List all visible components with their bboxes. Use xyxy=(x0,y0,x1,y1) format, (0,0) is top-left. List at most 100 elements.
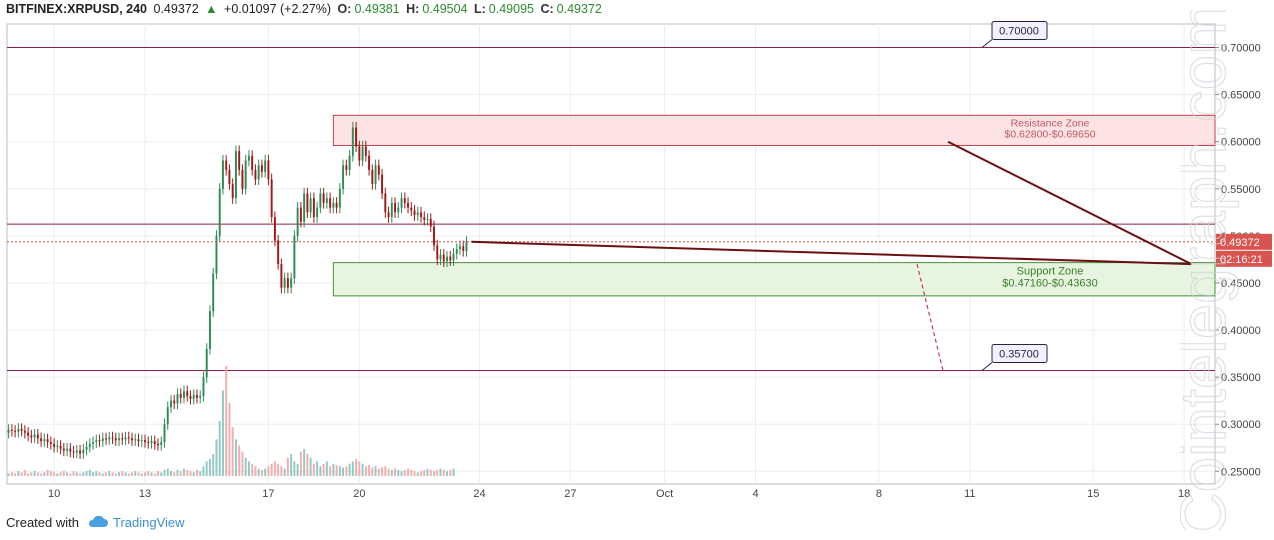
volume-bar xyxy=(264,468,267,476)
volume-bar xyxy=(59,472,62,476)
volume-bar xyxy=(390,469,393,476)
volume-bar xyxy=(221,390,224,476)
volume-bar xyxy=(381,467,384,476)
y-tick-label: 0.70000 xyxy=(1221,43,1261,55)
x-tick-label: 8 xyxy=(876,488,882,500)
candle-body xyxy=(351,127,354,156)
tradingview-link[interactable]: TradingView xyxy=(87,515,185,530)
candle-body xyxy=(147,442,150,444)
volume-bar xyxy=(218,421,221,476)
volume-bar xyxy=(387,468,390,476)
volume-bar xyxy=(176,469,179,476)
volume-bar xyxy=(322,463,325,476)
candle-body xyxy=(108,437,111,440)
candle-body xyxy=(98,440,101,442)
candle-body xyxy=(442,254,445,262)
candle-body xyxy=(264,160,267,172)
candle-body xyxy=(215,235,218,274)
candle-body xyxy=(23,430,26,433)
volume-bar xyxy=(394,468,397,476)
target-label-box xyxy=(991,344,1048,364)
volume-bar xyxy=(312,463,315,476)
y-tick-label: 0.30000 xyxy=(1221,419,1261,431)
candle-body xyxy=(371,169,374,185)
candle-body xyxy=(176,394,179,404)
candle-body xyxy=(56,445,59,447)
candle-body xyxy=(384,193,387,213)
candle-body xyxy=(446,256,448,262)
candle-body xyxy=(374,165,377,185)
candle-body xyxy=(238,151,241,170)
volume-bar xyxy=(251,463,254,476)
volume-bar xyxy=(384,466,387,476)
candle-body xyxy=(332,202,335,208)
candle-body xyxy=(27,432,30,436)
target-label: 0.35700 xyxy=(999,349,1039,361)
candle-body xyxy=(345,165,348,170)
volume-bar xyxy=(225,366,228,476)
candle-body xyxy=(455,249,458,254)
support-zone xyxy=(332,262,1216,297)
volume-bar xyxy=(105,472,108,476)
candle-body xyxy=(205,348,208,378)
volume-bar xyxy=(374,466,377,476)
candle-body xyxy=(62,448,65,451)
volume-bar xyxy=(173,472,176,476)
candle-body xyxy=(40,438,43,442)
candle-body xyxy=(72,451,75,453)
resistance-zone xyxy=(332,114,1216,146)
volume-bar xyxy=(43,472,46,476)
volume-bar xyxy=(368,465,371,476)
volume-bar xyxy=(319,466,322,476)
candle-body xyxy=(231,184,234,199)
volume-bar xyxy=(98,472,101,476)
candle-body xyxy=(420,212,423,218)
price-chart[interactable]: 0.250000.300000.350000.400000.450000.500… xyxy=(0,0,1274,510)
candle-body xyxy=(241,169,244,189)
candle-body xyxy=(260,165,263,172)
x-tick-label: 15 xyxy=(1087,488,1099,500)
candle-body xyxy=(286,278,289,288)
volume-bar xyxy=(36,472,39,476)
volume-bar xyxy=(283,468,286,476)
volume-bar xyxy=(208,458,211,476)
x-tick-label: 24 xyxy=(473,488,485,500)
high-label: H: xyxy=(406,2,420,16)
candle-body xyxy=(335,202,338,208)
close-value: 0.49372 xyxy=(556,2,602,16)
candle-body xyxy=(144,440,146,443)
candle-body xyxy=(355,127,358,147)
candle-body xyxy=(163,424,166,443)
volume-bar xyxy=(260,469,263,476)
y-tick-label: 0.65000 xyxy=(1221,90,1261,102)
volume-bar xyxy=(10,472,13,476)
volume-bar xyxy=(150,472,153,476)
volume-bar xyxy=(192,472,195,476)
candle-body xyxy=(429,218,432,227)
candle-body xyxy=(14,430,17,432)
resistance-zone-label: Resistance Zone xyxy=(1011,117,1090,129)
tradingview-cloud-icon xyxy=(88,515,108,527)
candle-body xyxy=(199,395,202,398)
candle-body xyxy=(257,165,260,180)
volume-bar xyxy=(75,472,78,476)
volume-bar xyxy=(69,473,72,476)
candle-body xyxy=(397,207,400,213)
plot-area xyxy=(6,23,1216,485)
chart-header: BITFINEX:XRPUSD, 240 0.49372 ▲ +0.01097 … xyxy=(6,2,605,20)
candle-body xyxy=(303,193,306,222)
volume-bar xyxy=(157,471,159,476)
volume-bar xyxy=(290,454,293,476)
volume-bar xyxy=(273,461,276,476)
candle-body xyxy=(66,448,69,451)
current-price-badge xyxy=(1216,233,1272,250)
candle-body xyxy=(17,428,20,432)
candle-body xyxy=(387,212,390,218)
candle-body xyxy=(30,435,33,438)
volume-bar xyxy=(82,472,85,476)
candle-body xyxy=(296,207,299,236)
candle-body xyxy=(364,146,367,156)
candle-body xyxy=(202,377,205,396)
candle-body xyxy=(329,198,332,208)
volume-bar xyxy=(205,461,208,476)
